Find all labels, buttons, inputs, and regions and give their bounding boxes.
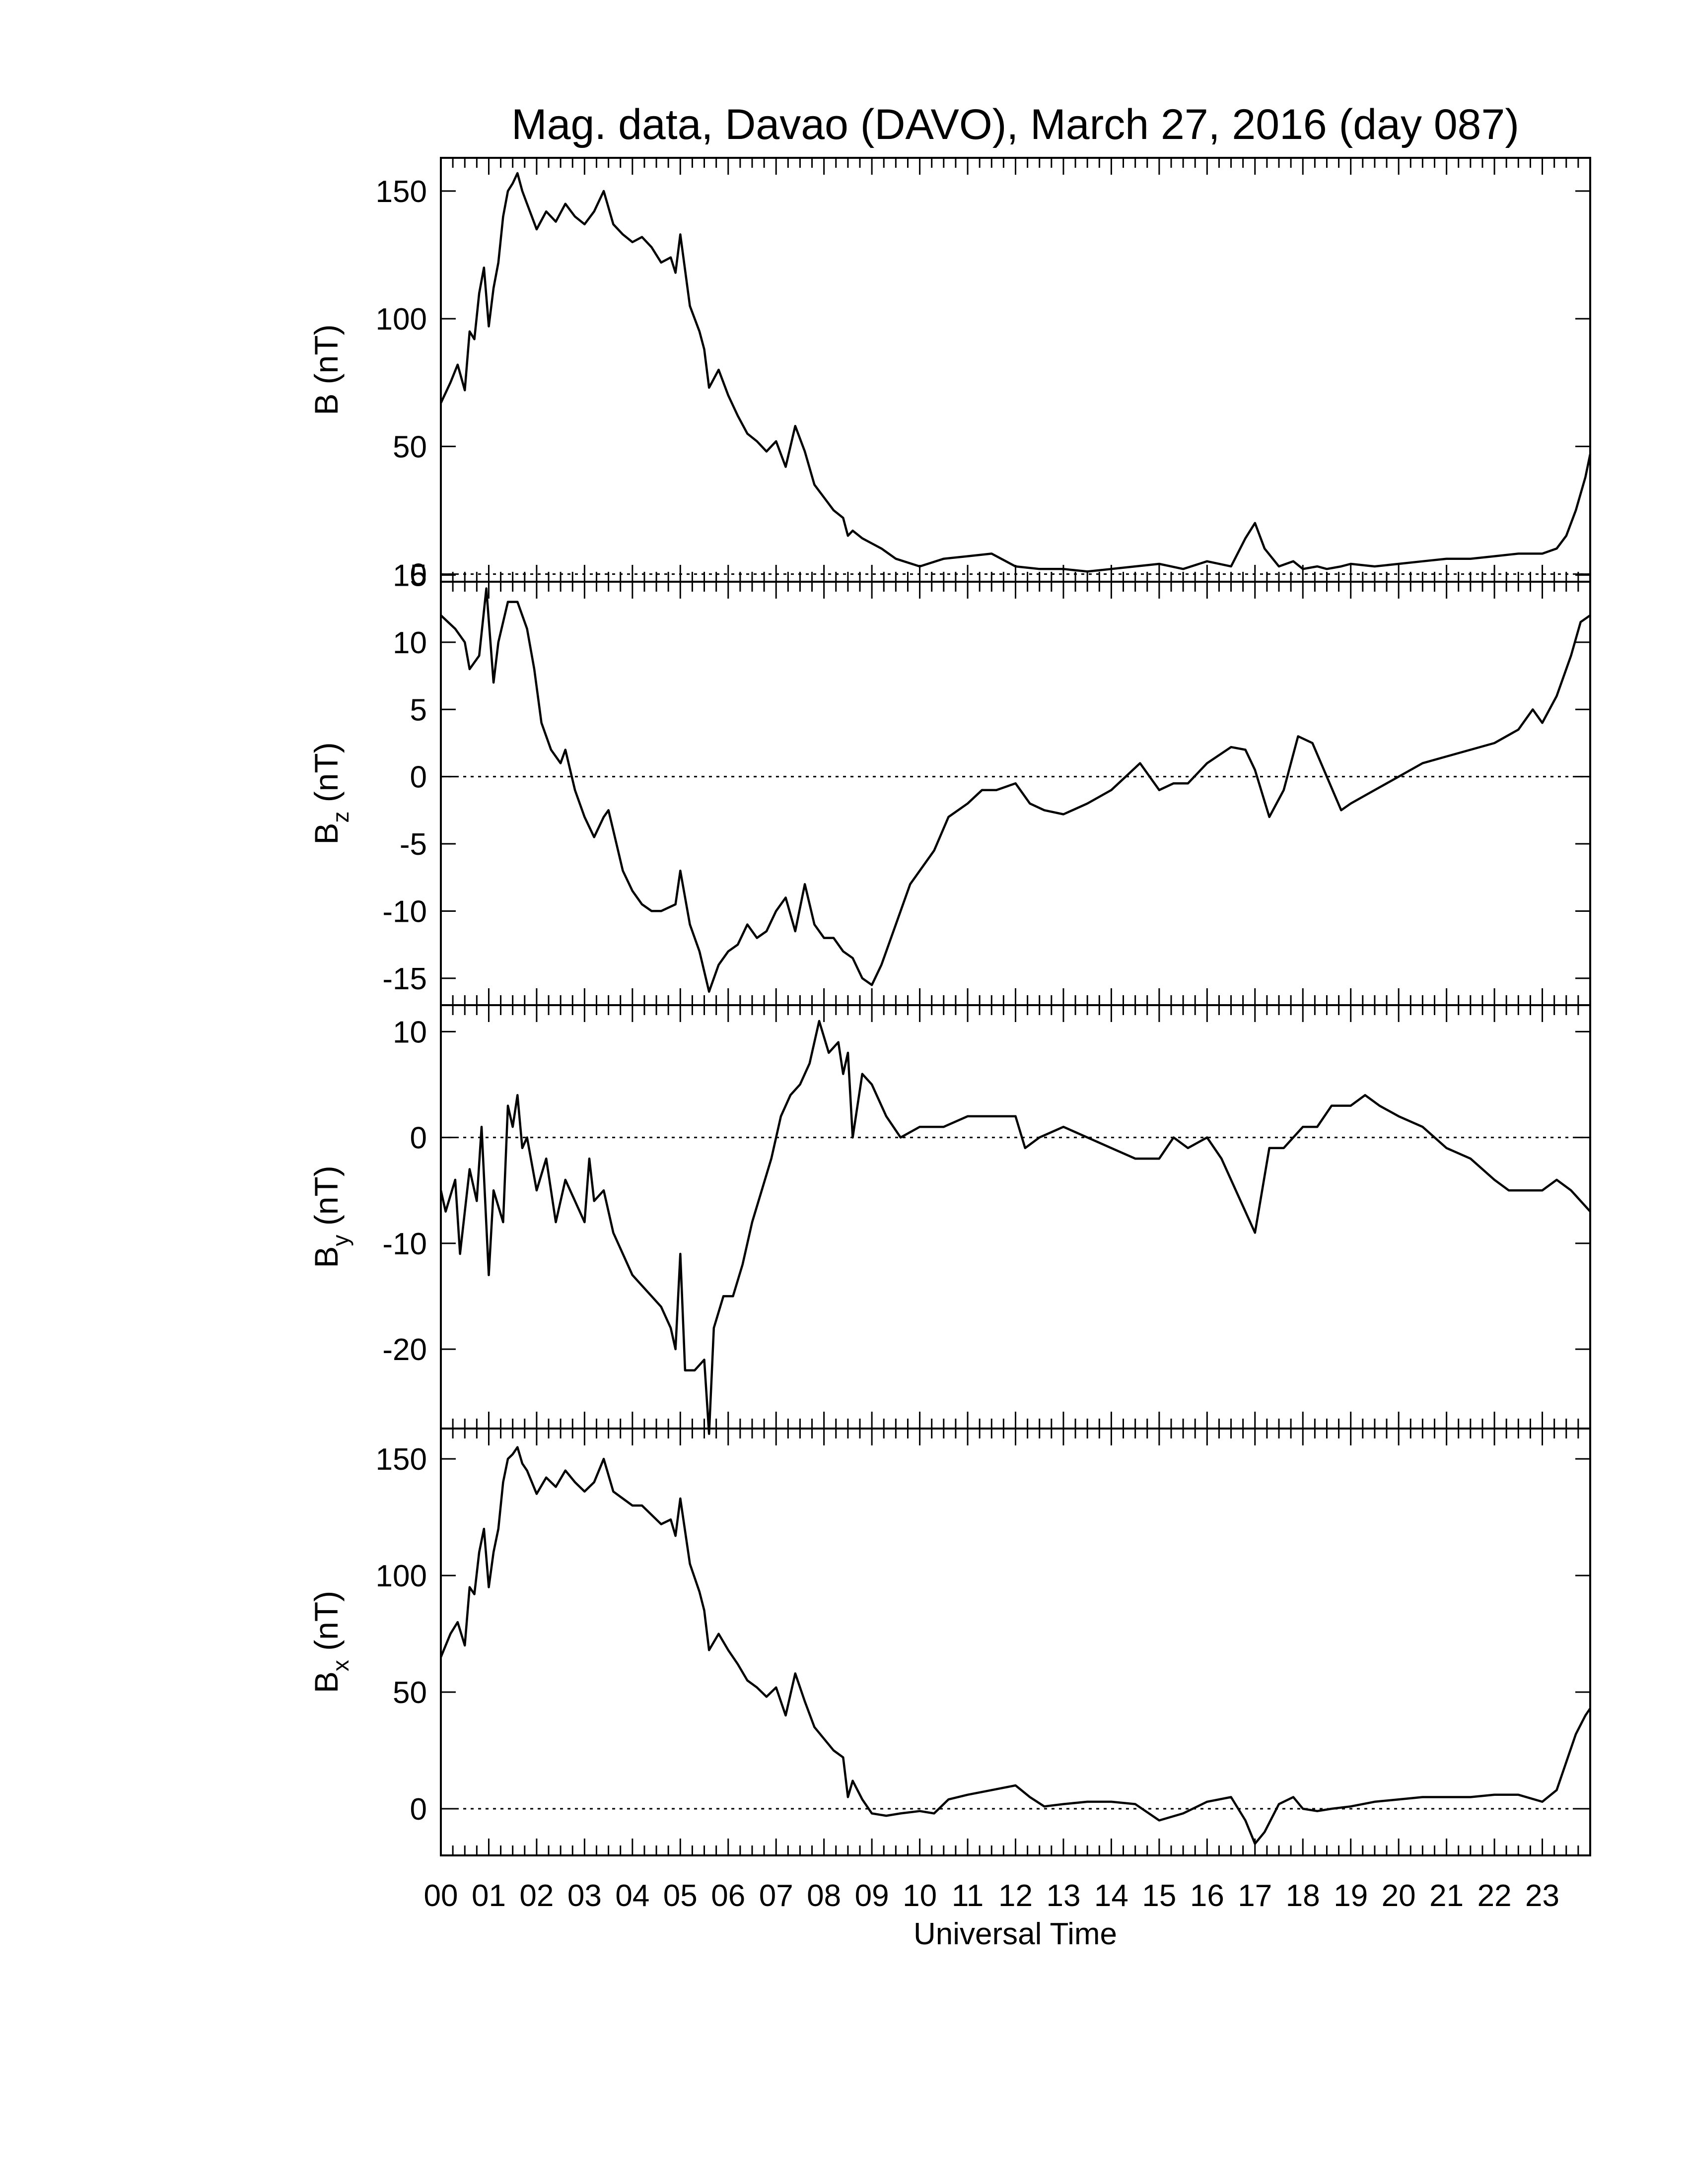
x-tick-label: 01 bbox=[472, 1879, 506, 1913]
x-tick-label: 08 bbox=[807, 1879, 841, 1913]
panel-B: 0 50 100 150 B (nT) bbox=[308, 157, 1592, 592]
x-tick-label: 09 bbox=[855, 1879, 889, 1913]
x-tick-label: 00 bbox=[424, 1879, 458, 1913]
x-tick-label: 14 bbox=[1094, 1879, 1128, 1913]
x-tick-label: 04 bbox=[615, 1879, 649, 1913]
x-axis: 00 01 02 03 04 05 06 07 08 09 10 11 12 13 14 15 16 17 18 19… bbox=[424, 1879, 1560, 1913]
panel-By: -20 -10 0 10 By (nT) bbox=[308, 1004, 1591, 1435]
panel-frame bbox=[440, 1004, 1591, 1430]
y-tick-label: 5 bbox=[410, 693, 427, 727]
x-tick-label: 16 bbox=[1190, 1879, 1224, 1913]
y-tick-label: 10 bbox=[393, 626, 427, 660]
y-axis-label: B (nT) bbox=[308, 324, 345, 415]
x-axis-label: Universal Time bbox=[914, 1917, 1117, 1951]
series-line-Bx bbox=[439, 1446, 1591, 1845]
series-line-By bbox=[439, 1020, 1591, 1435]
y-tick-label: 150 bbox=[376, 175, 427, 209]
y-tick-label: 0 bbox=[410, 558, 427, 592]
series-line-Bz bbox=[440, 587, 1591, 993]
y-tick-label: 0 bbox=[410, 1121, 427, 1156]
y-axis-label: Bx (nT) bbox=[308, 1591, 353, 1693]
x-tick-label: 06 bbox=[711, 1879, 745, 1913]
y-tick-label: -20 bbox=[382, 1333, 427, 1367]
x-tick-label: 21 bbox=[1429, 1879, 1464, 1913]
panel-Bx: 0 50 100 150 Bx (nT) bbox=[308, 1428, 1591, 1856]
y-tick-label: -10 bbox=[382, 894, 427, 929]
y-tick-label: 15 bbox=[393, 558, 427, 593]
panel-Bz: -15 -10 -5 0 5 10 15 Bz (nT) bbox=[308, 558, 1591, 1006]
x-tick-label: 20 bbox=[1382, 1879, 1416, 1913]
y-tick-label: 50 bbox=[393, 1676, 427, 1710]
x-tick-label: 11 bbox=[952, 1879, 984, 1913]
series-line-B bbox=[439, 172, 1592, 573]
x-tick-label: 03 bbox=[567, 1879, 602, 1913]
x-tick-label: 23 bbox=[1525, 1879, 1559, 1913]
y-axis-label: Bz (nT) bbox=[308, 742, 353, 844]
x-tick-label: 13 bbox=[1046, 1879, 1080, 1913]
panel-frame bbox=[440, 581, 1591, 1006]
x-tick-label: 02 bbox=[519, 1879, 554, 1913]
y-tick-label: -15 bbox=[382, 962, 427, 996]
x-tick-label: 10 bbox=[903, 1879, 937, 1913]
chart-title: Mag. data, Davao (DAVO), March 27, 2016 … bbox=[511, 101, 1519, 148]
y-tick-label: -5 bbox=[400, 827, 427, 862]
x-tick-label: 12 bbox=[998, 1879, 1033, 1913]
x-tick-label: 05 bbox=[663, 1879, 698, 1913]
y-tick-label: 10 bbox=[393, 1015, 427, 1049]
y-tick-label: 100 bbox=[376, 1559, 427, 1593]
x-tick-label: 22 bbox=[1477, 1879, 1512, 1913]
y-tick-label: 0 bbox=[410, 1792, 427, 1827]
y-axis-label: By (nT) bbox=[308, 1165, 353, 1268]
x-tick-label: 15 bbox=[1142, 1879, 1176, 1913]
x-tick-label: 18 bbox=[1286, 1879, 1320, 1913]
x-tick-label: 07 bbox=[759, 1879, 793, 1913]
y-tick-label: -10 bbox=[382, 1227, 427, 1261]
y-tick-label: 0 bbox=[410, 760, 427, 795]
y-tick-label: 100 bbox=[376, 302, 427, 337]
y-tick-label: 50 bbox=[393, 430, 427, 464]
x-tick-label: 17 bbox=[1238, 1879, 1272, 1913]
x-tick-label: 19 bbox=[1334, 1879, 1368, 1913]
y-tick-label: 150 bbox=[376, 1442, 427, 1477]
